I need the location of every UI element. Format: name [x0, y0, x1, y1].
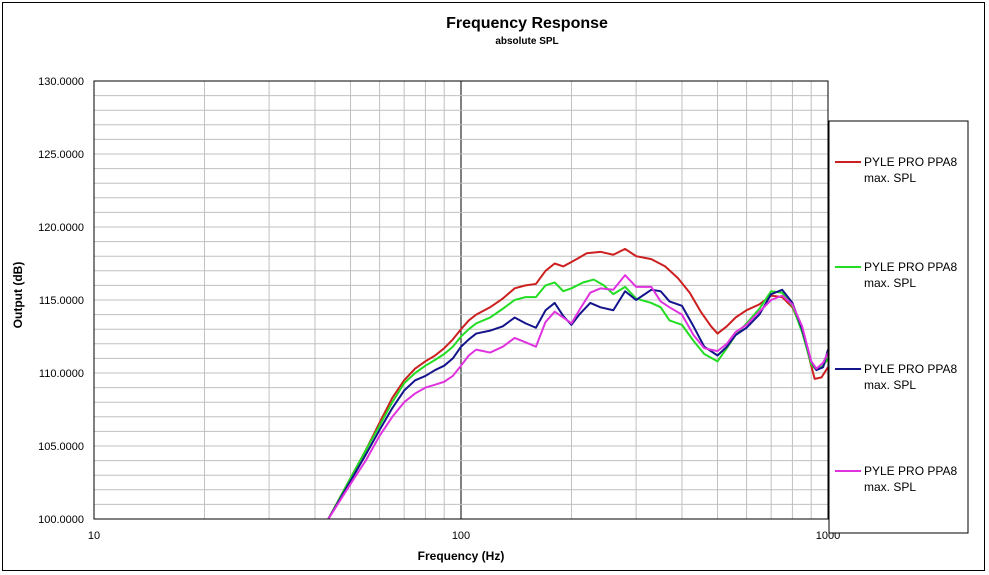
legend-item-2: PYLE PRO PPA8 max. SPL	[835, 260, 957, 290]
y-tick-label: 120.0000	[38, 222, 84, 234]
legend-label: PYLE PRO PPA8	[864, 362, 957, 376]
chart-subtitle: absolute SPL	[495, 36, 558, 47]
y-tick-label: 100.0000	[38, 514, 84, 526]
grid-lines	[94, 81, 828, 519]
x-axis-label: Frequency (Hz)	[418, 549, 505, 563]
x-tick-labels: 10 100 1000	[88, 530, 840, 542]
legend: PYLE PRO PPA8 max. SPL PYLE PRO PPA8 max. S…	[828, 120, 969, 534]
y-tick-label: 110.0000	[39, 368, 84, 380]
y-axis-label: Output (dB)	[11, 262, 25, 329]
legend-label: PYLE PRO PPA8	[864, 260, 957, 274]
series-line-1	[327, 247, 829, 520]
legend-items: PYLE PRO PPA8 max. SPL PYLE PRO PPA8 max. S…	[835, 155, 957, 494]
plot-border	[93, 80, 829, 520]
series-line-3	[327, 288, 829, 520]
legend-item-4: PYLE PRO PPA8 max. SPL	[835, 464, 957, 494]
legend-label: max. SPL	[864, 171, 916, 185]
series-line-4	[327, 274, 829, 520]
legend-item-1: PYLE PRO PPA8 max. SPL	[835, 155, 957, 185]
y-tick-label: 115.0000	[39, 295, 84, 307]
series-layer	[327, 247, 829, 520]
x-tick-label: 10	[88, 530, 100, 542]
chart-title: Frequency Response	[446, 15, 608, 32]
y-tick-labels: 100.0000 105.0000 110.0000 115.0000 120.0000…	[38, 76, 84, 526]
legend-label: PYLE PRO PPA8	[864, 155, 957, 169]
legend-label: max. SPL	[864, 480, 916, 494]
legend-box	[828, 120, 969, 534]
series-line-2	[327, 278, 829, 520]
legend-label: max. SPL	[864, 378, 916, 392]
legend-label: PYLE PRO PPA8	[864, 464, 957, 478]
legend-item-3: PYLE PRO PPA8 max. SPL	[835, 362, 957, 392]
y-tick-label: 105.0000	[38, 441, 84, 453]
y-tick-label: 130.0000	[38, 76, 84, 88]
x-tick-label: 100	[452, 530, 470, 542]
y-tick-label: 125.0000	[38, 149, 84, 161]
legend-label: max. SPL	[864, 276, 916, 290]
